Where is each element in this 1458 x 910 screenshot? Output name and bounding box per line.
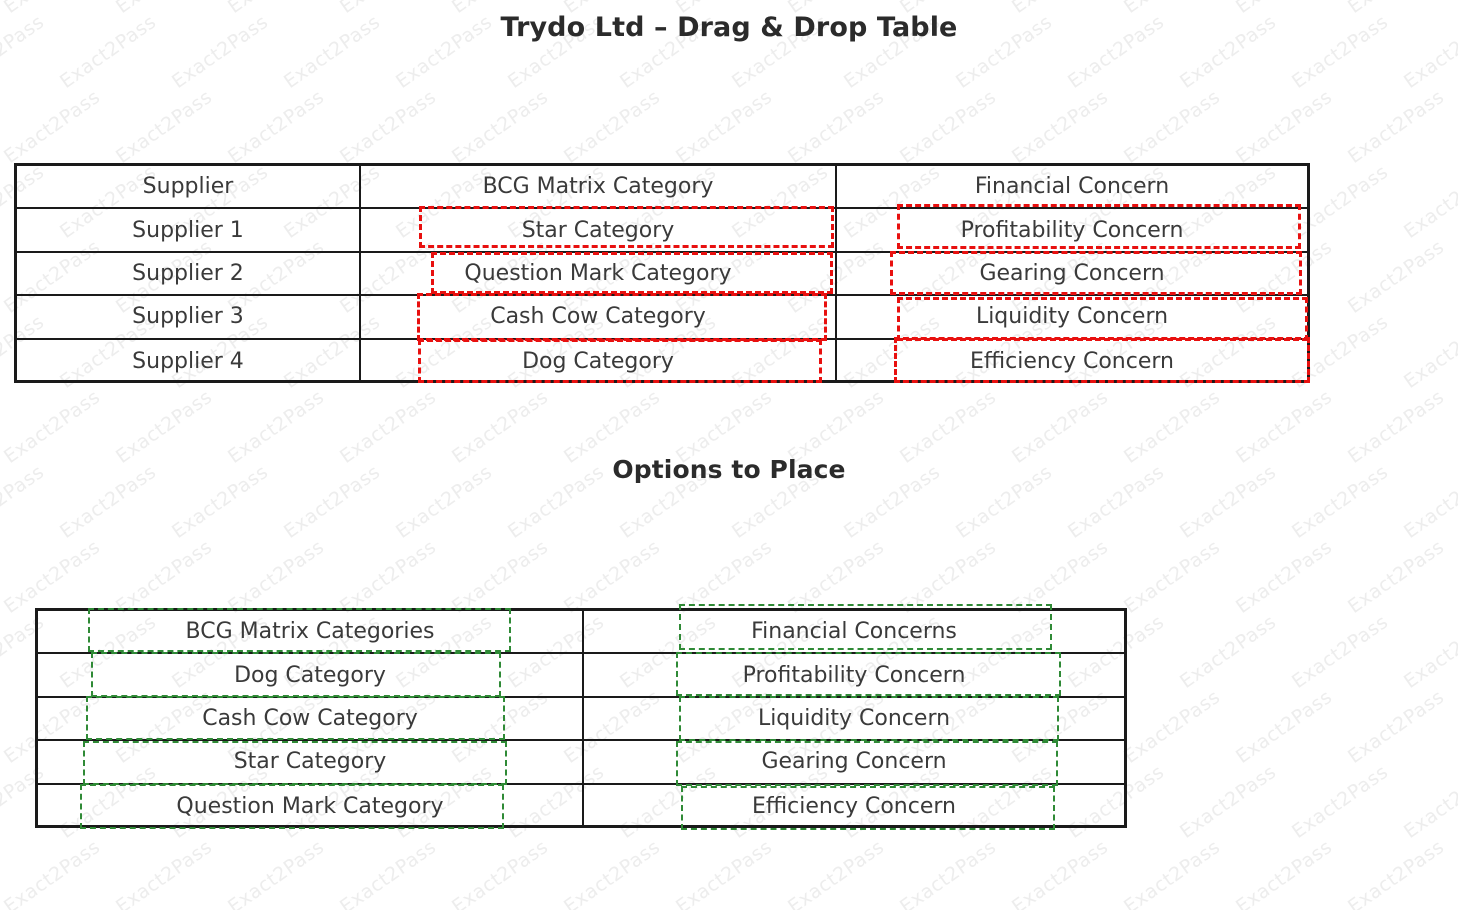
option-financial-efficiency-concern[interactable]: Efficiency Concern	[752, 793, 956, 819]
draggable-outline-profitability-concern[interactable]	[676, 652, 1061, 696]
draggable-outline-star-category[interactable]	[83, 741, 507, 785]
placed-item-outline-bcg-4[interactable]	[418, 339, 822, 383]
options-row: Cash Cow Category Liquidity Concern	[38, 697, 1124, 742]
dropzone-bcg-supplier-1[interactable]: Star Category	[361, 209, 837, 251]
cell-supplier-3: Supplier 3	[17, 296, 361, 338]
draggable-outline-liquidity-concern[interactable]	[679, 696, 1059, 741]
header-financial-concern: Financial Concern	[974, 174, 1170, 200]
table-header-row: Supplier BCG Matrix Category Financial C…	[17, 166, 1307, 210]
dropzone-bcg-supplier-4[interactable]: Dog Category	[361, 339, 837, 383]
option-bcg-dog-category[interactable]: Dog Category	[38, 654, 584, 696]
draggable-outline-financial-group[interactable]	[679, 604, 1052, 650]
table-row: Supplier 4 Dog Category Efficiency Conce…	[17, 339, 1307, 383]
dropzone-bcg-supplier-3[interactable]: Cash Cow Category	[361, 296, 837, 338]
option-bcg-cash-cow-category[interactable]: Cash Cow Category	[38, 697, 584, 740]
page-title: Trydo Ltd – Drag & Drop Table	[500, 12, 958, 43]
option-financial-liquidity-concern[interactable]: Liquidity Concern	[757, 705, 951, 731]
option-group-header-bcg: BCG Matrix Categories	[38, 611, 584, 653]
cell-supplier-1: Supplier 1	[17, 209, 361, 251]
placed-item-outline-bcg-2[interactable]	[431, 252, 833, 294]
dropzone-bcg-supplier-2[interactable]: Question Mark Category	[361, 252, 837, 295]
draggable-outline-gearing-concern[interactable]	[676, 741, 1058, 786]
header-supplier: Supplier	[17, 166, 361, 208]
option-financial-gearing-concern[interactable]: Gearing Concern	[761, 749, 947, 775]
options-row: BCG Matrix Categories Financial Concerns	[38, 611, 1124, 655]
options-row: Star Category Gearing Concern	[38, 741, 1124, 785]
draggable-outline-efficiency-concern[interactable]	[681, 786, 1055, 830]
cell-supplier-2: Supplier 2	[17, 252, 361, 295]
options-to-place-title: Options to Place	[612, 455, 846, 484]
options-row: Question Mark Category Efficiency Concer…	[38, 784, 1124, 828]
placed-item-outline-financial-2[interactable]	[890, 251, 1302, 295]
placed-item-outline-bcg-3[interactable]	[417, 293, 827, 341]
placed-item-outline-bcg-1[interactable]	[419, 206, 834, 248]
draggable-outline-cash-cow-category[interactable]	[86, 696, 505, 740]
options-row: Dog Category Profitability Concern	[38, 654, 1124, 698]
dropzone-financial-supplier-1[interactable]: Profitability Concern	[960, 217, 1184, 243]
options-table: BCG Matrix Categories Financial Concerns…	[35, 608, 1127, 828]
dropzone-financial-supplier-3[interactable]: Liquidity Concern	[975, 304, 1169, 330]
draggable-outline-bcg-group[interactable]	[88, 608, 511, 652]
placed-item-outline-financial-1[interactable]	[897, 204, 1301, 249]
table-row: Supplier 1 Star Category Profitability C…	[17, 209, 1307, 253]
dropzone-financial-supplier-4[interactable]: Efficiency Concern	[970, 348, 1174, 374]
placed-item-outline-financial-4[interactable]	[894, 337, 1310, 383]
cell-supplier-4: Supplier 4	[17, 339, 361, 383]
draggable-outline-question-mark-category[interactable]	[80, 784, 504, 829]
placed-item-outline-financial-3[interactable]	[897, 297, 1308, 341]
draggable-outline-dog-category[interactable]	[91, 652, 501, 697]
option-group-header-financial: Financial Concerns	[751, 619, 957, 645]
header-bcg-matrix-category: BCG Matrix Category	[361, 166, 837, 208]
option-bcg-star-category[interactable]: Star Category	[38, 741, 584, 783]
option-financial-profitability-concern[interactable]: Profitability Concern	[742, 662, 966, 688]
option-bcg-question-mark-category[interactable]: Question Mark Category	[38, 784, 584, 828]
dropzone-financial-supplier-2[interactable]: Gearing Concern	[979, 260, 1165, 286]
